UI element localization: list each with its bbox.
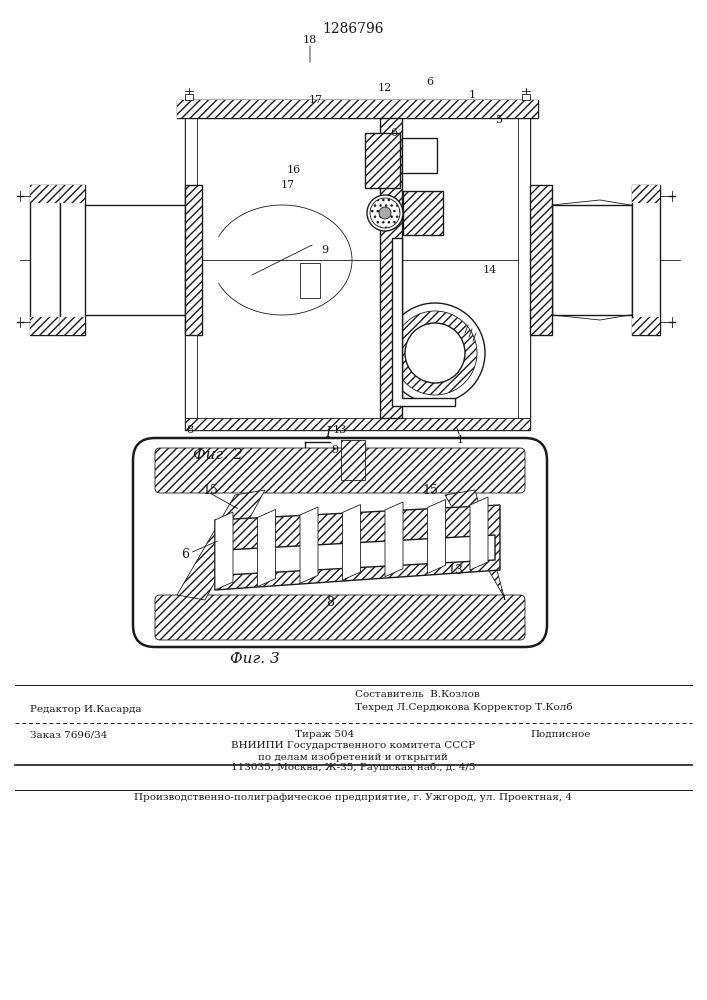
Circle shape bbox=[405, 323, 465, 383]
Text: Тираж 504: Тираж 504 bbox=[295, 730, 354, 739]
Text: 13: 13 bbox=[333, 425, 347, 435]
Text: Заказ 7696/34: Заказ 7696/34 bbox=[30, 730, 107, 739]
Bar bbox=[632, 185, 660, 335]
Bar bbox=[185, 94, 193, 100]
Text: Фиг. 2: Фиг. 2 bbox=[193, 448, 243, 462]
Text: Фиг. 3: Фиг. 3 bbox=[230, 652, 280, 666]
Circle shape bbox=[367, 195, 403, 231]
Bar bbox=[177, 100, 538, 118]
Text: Подписное: Подписное bbox=[530, 730, 590, 739]
Text: 17: 17 bbox=[309, 95, 323, 105]
Text: 14: 14 bbox=[483, 265, 497, 275]
Text: 15: 15 bbox=[422, 484, 438, 496]
Text: 12: 12 bbox=[378, 83, 392, 93]
Text: 8: 8 bbox=[187, 425, 194, 435]
Text: Редактор И.Касарда: Редактор И.Касарда bbox=[30, 705, 141, 714]
Text: 16: 16 bbox=[287, 165, 301, 175]
Text: ВНИИПИ Государственного комитета СССР: ВНИИПИ Государственного комитета СССР bbox=[231, 741, 475, 750]
Bar bbox=[402, 138, 437, 173]
Text: Техред Л.Сердюкова Корректор Т.Колб: Техред Л.Сердюкова Корректор Т.Колб bbox=[355, 703, 573, 712]
Bar bbox=[522, 94, 530, 100]
Bar bbox=[365, 133, 400, 188]
Bar bbox=[185, 418, 530, 430]
Text: 6: 6 bbox=[390, 128, 397, 138]
Bar bbox=[185, 118, 197, 418]
Bar bbox=[518, 118, 530, 418]
Polygon shape bbox=[215, 512, 233, 590]
Circle shape bbox=[385, 303, 485, 403]
Text: 113035, Москва, Ж-35, Раушская наб., д. 4/5: 113035, Москва, Ж-35, Раушская наб., д. … bbox=[230, 763, 475, 772]
Text: 9: 9 bbox=[332, 445, 339, 455]
Polygon shape bbox=[428, 499, 445, 573]
Polygon shape bbox=[215, 505, 500, 590]
Text: 8: 8 bbox=[326, 595, 334, 608]
Bar bbox=[30, 317, 60, 335]
Polygon shape bbox=[445, 490, 505, 600]
Bar bbox=[60, 185, 85, 203]
Bar bbox=[60, 205, 185, 315]
Bar bbox=[177, 100, 538, 118]
Polygon shape bbox=[257, 510, 276, 587]
Bar bbox=[632, 317, 660, 335]
Bar bbox=[341, 440, 365, 480]
Bar bbox=[530, 185, 552, 335]
Text: I: I bbox=[325, 426, 331, 440]
Bar bbox=[552, 205, 632, 315]
Circle shape bbox=[393, 311, 477, 395]
Polygon shape bbox=[342, 504, 361, 580]
Polygon shape bbox=[470, 497, 488, 570]
Circle shape bbox=[379, 207, 391, 219]
Text: 13: 13 bbox=[447, 564, 463, 576]
Polygon shape bbox=[225, 535, 495, 575]
FancyBboxPatch shape bbox=[155, 448, 525, 493]
Text: Производственно-полиграфическое предприятие, г. Ужгород, ул. Проектная, 4: Производственно-полиграфическое предприя… bbox=[134, 793, 572, 802]
Bar bbox=[60, 185, 85, 335]
Text: по делам изобретений и открытий: по делам изобретений и открытий bbox=[258, 752, 448, 762]
Text: 1: 1 bbox=[469, 90, 476, 100]
Text: 17: 17 bbox=[281, 180, 295, 190]
Bar bbox=[60, 317, 85, 335]
Bar bbox=[185, 100, 530, 430]
Bar bbox=[380, 118, 402, 418]
Bar bbox=[403, 191, 443, 235]
Bar bbox=[30, 185, 60, 335]
Polygon shape bbox=[300, 507, 318, 583]
Text: 1286796: 1286796 bbox=[322, 22, 384, 36]
Text: 18: 18 bbox=[303, 35, 317, 45]
Polygon shape bbox=[385, 502, 403, 577]
FancyBboxPatch shape bbox=[155, 595, 525, 640]
Text: 6: 6 bbox=[426, 77, 433, 87]
Text: 9: 9 bbox=[322, 245, 329, 255]
Text: 15: 15 bbox=[202, 484, 218, 496]
Text: Составитель  В.Козлов: Составитель В.Козлов bbox=[355, 690, 480, 699]
Bar bbox=[185, 185, 202, 335]
Text: 1: 1 bbox=[457, 435, 464, 445]
Polygon shape bbox=[177, 490, 265, 600]
Bar bbox=[30, 185, 60, 203]
Bar bbox=[300, 263, 320, 298]
Bar bbox=[632, 185, 660, 203]
Polygon shape bbox=[392, 238, 455, 406]
FancyBboxPatch shape bbox=[133, 438, 547, 647]
Text: 5: 5 bbox=[496, 115, 503, 125]
Text: 6: 6 bbox=[181, 548, 189, 562]
Bar bbox=[185, 100, 530, 118]
Circle shape bbox=[370, 198, 400, 228]
